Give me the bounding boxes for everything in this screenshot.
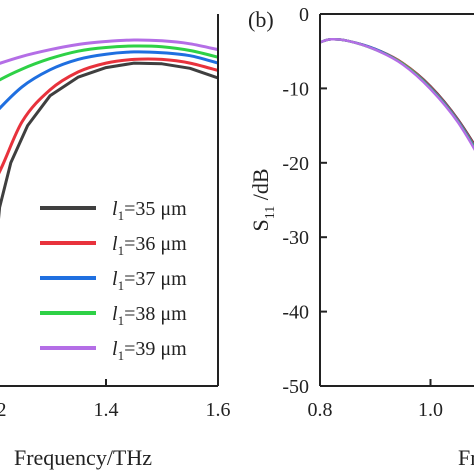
panel-a-series-line-1	[0, 61, 218, 220]
panel-a-x-axis-title: Frequency/THz	[14, 445, 152, 470]
legend-label-5: l1=39 μm	[112, 338, 187, 363]
panel-b-series-line-2	[320, 37, 474, 148]
panel-a-series-group	[0, 38, 218, 220]
chart-panel-a: 1.2 1.4 1.6 l1=35 μm l1=36 μm l1=37 μm l1=38 …	[0, 14, 231, 470]
y-title-rest: /dB	[248, 168, 273, 205]
panel-a-series-line-4	[0, 44, 218, 82]
y-title-main: S	[248, 219, 273, 231]
panel-b-y-tick-label: -50	[282, 376, 309, 398]
panel-a-legend: l1=35 μm l1=36 μm l1=37 μm l1=38 μm l1=39 μm	[40, 198, 187, 363]
y-title-sub: 11	[263, 206, 278, 219]
legend-label-2: l1=36 μm	[112, 233, 187, 258]
panel-b-x-axis-title: Frequency/THz	[458, 445, 474, 470]
panel-b-x-tick-label: 0.8	[308, 399, 333, 421]
panel-a-x-ticks: 1.2 1.4 1.6	[0, 379, 231, 421]
panel-b-y-ticks: 0 -10 -20 -30 -40 -50	[282, 4, 327, 398]
panel-b-series-line-5	[320, 37, 474, 152]
legend-label-1: l1=35 μm	[112, 198, 187, 223]
legend-label-4: l1=38 μm	[112, 303, 187, 328]
panel-a-x-tick-label: 1.4	[94, 399, 119, 421]
panel-a-x-tick-label: 1.6	[206, 399, 231, 421]
panel-b-series-line-4	[320, 37, 474, 150]
panel-b-y-tick-label: -40	[282, 302, 309, 324]
panel-b-x-ticks: 0.8 1.0	[308, 379, 443, 421]
panel-b-label: (b)	[248, 7, 274, 32]
panel-a-series-line-3	[0, 50, 218, 111]
legend-label-3: l1=37 μm	[112, 268, 187, 293]
chart-panel-b: (b) 0 -10 -20 -30 -40 -50 0.8 1.0 S11 /dB Freq…	[248, 4, 474, 470]
panel-b-series-group	[320, 37, 474, 152]
panel-a-x-tick-label: 1.2	[0, 399, 7, 421]
panel-b-x-tick-label: 1.0	[418, 399, 443, 421]
panel-b-y-tick-label: -10	[282, 78, 309, 100]
panel-b-y-tick-label: -20	[282, 153, 309, 175]
panel-b-series-line-3	[320, 37, 474, 149]
panel-a-series-line-5	[0, 38, 218, 65]
panel-b-y-tick-label: -30	[282, 227, 309, 249]
panel-a-series-line-2	[0, 57, 218, 175]
panel-b-y-axis-title: S11 /dB	[248, 168, 278, 231]
panel-b-series-line-1	[320, 37, 474, 147]
panel-b-y-tick-label: 0	[299, 4, 309, 26]
